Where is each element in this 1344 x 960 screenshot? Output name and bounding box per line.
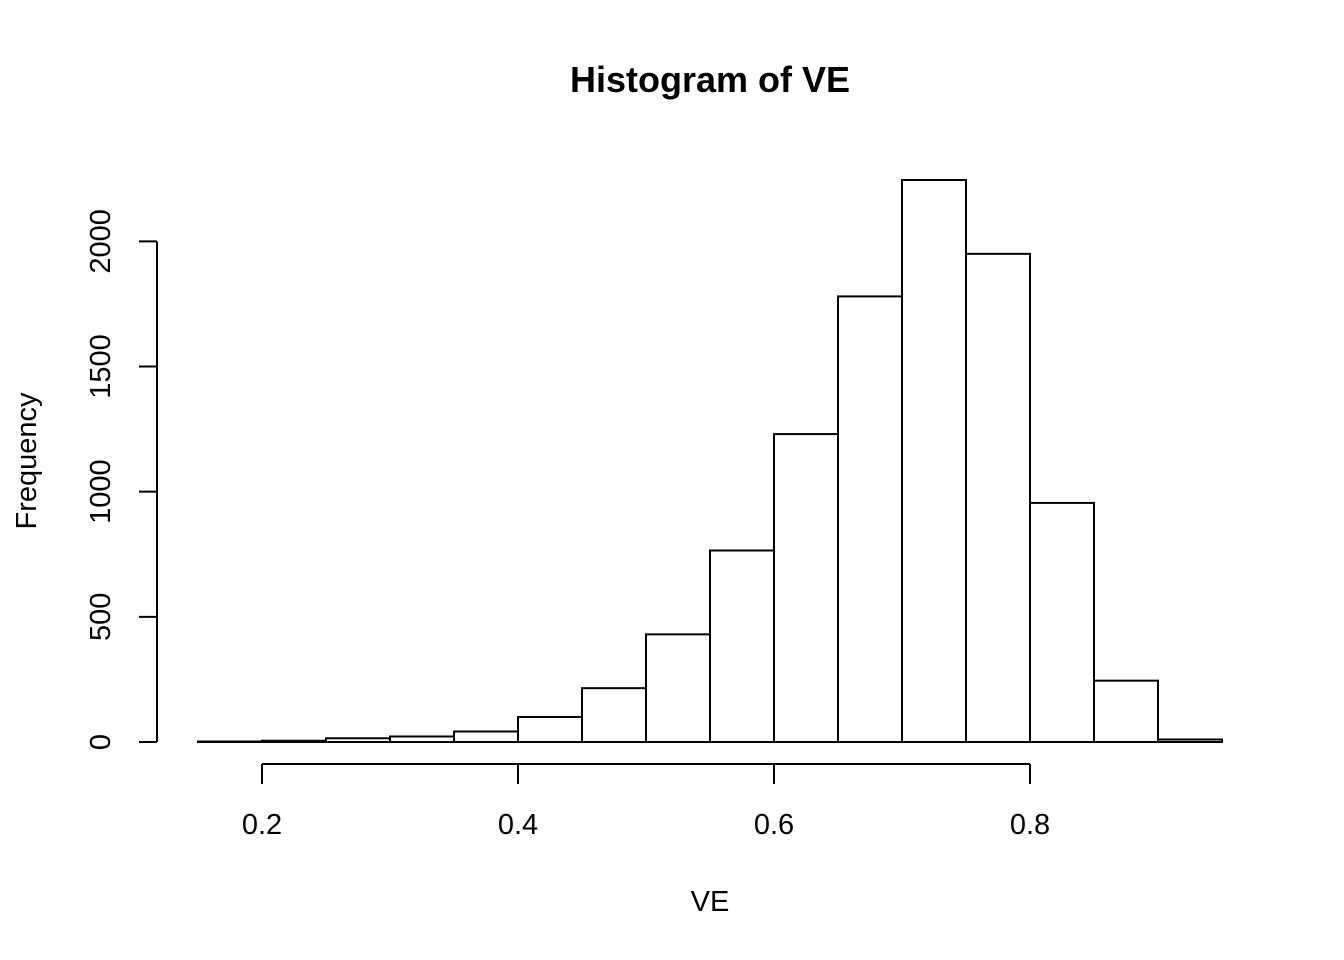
histogram-bar	[837, 295, 903, 743]
histogram-bar	[325, 737, 391, 744]
histogram-bar	[1157, 738, 1223, 743]
chart-title: Histogram of VE	[570, 59, 850, 100]
x-axis-label: VE	[691, 886, 730, 918]
histogram-bar	[645, 633, 711, 743]
bars-group	[197, 179, 1223, 744]
histogram-bar	[901, 179, 967, 743]
x-tick-label: 0.2	[242, 809, 282, 841]
histogram-bar	[197, 740, 263, 743]
histogram-bar	[965, 252, 1031, 744]
histogram-bar	[389, 735, 455, 744]
y-tick-label: 2000	[85, 209, 117, 274]
histogram-bar	[1093, 679, 1159, 743]
histogram-bar	[709, 549, 775, 744]
histogram-bar	[773, 433, 839, 743]
x-tick-label: 0.6	[754, 809, 794, 841]
y-axis-label: Frequency	[11, 392, 43, 530]
y-tick-label: 1500	[85, 334, 117, 399]
histogram-bar	[517, 715, 583, 744]
histogram-bar	[1029, 501, 1095, 744]
histogram-bar	[581, 687, 647, 743]
x-tick-label: 0.8	[1010, 809, 1050, 841]
histogram-bar	[453, 730, 519, 743]
x-axis: 0.2 0.4 0.6 0.8	[242, 763, 1050, 841]
y-tick-label: 0	[85, 734, 117, 750]
y-tick-label: 500	[85, 593, 117, 641]
x-tick-label: 0.4	[498, 809, 538, 841]
histogram-bar	[261, 739, 327, 744]
y-axis: 0 500 1000 1500 2000	[85, 209, 158, 750]
y-tick-label: 1000	[85, 459, 117, 524]
